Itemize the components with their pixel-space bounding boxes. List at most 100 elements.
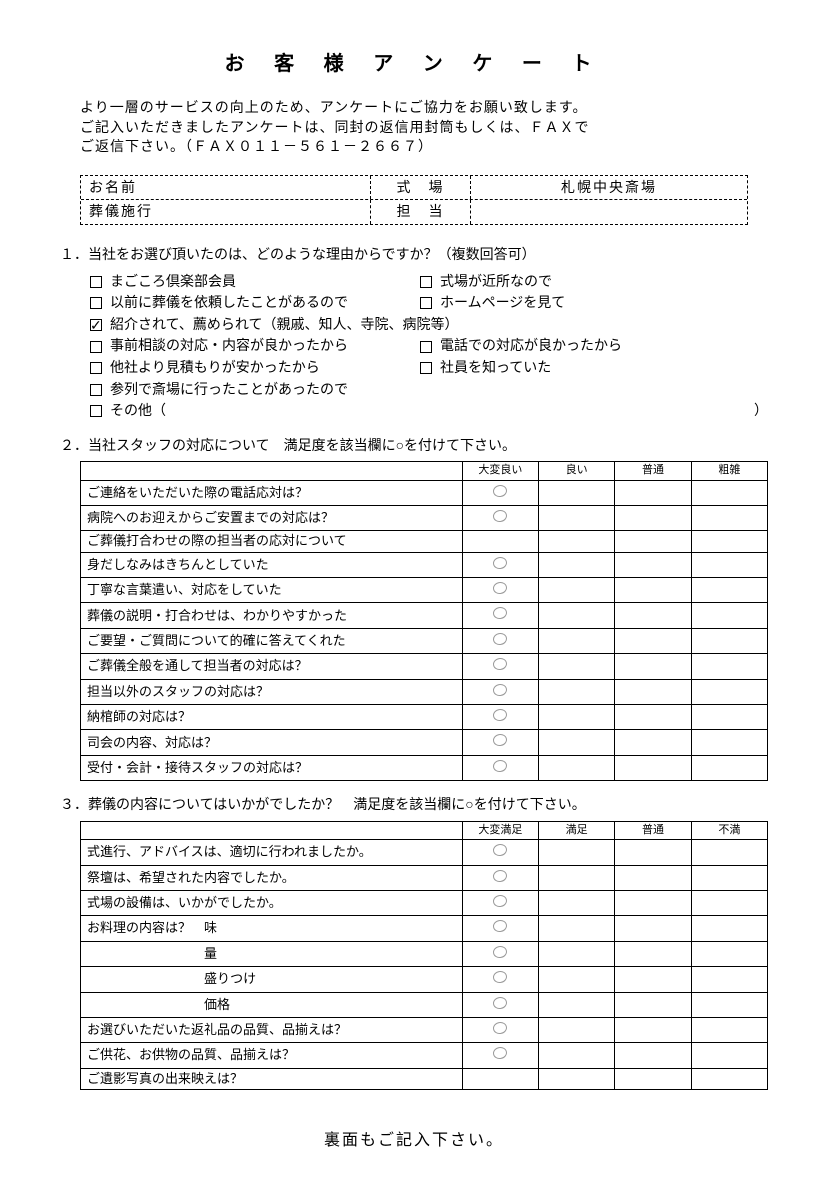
rating-cell[interactable] [615, 941, 691, 966]
rating-cell[interactable] [539, 1017, 615, 1042]
checkbox[interactable] [420, 297, 432, 309]
rating-cell[interactable] [462, 552, 538, 577]
rating-cell[interactable] [691, 916, 767, 941]
rating-cell[interactable] [691, 506, 767, 531]
checkbox[interactable] [90, 384, 102, 396]
rating-cell[interactable] [539, 840, 615, 865]
rating-cell[interactable] [615, 552, 691, 577]
rating-cell[interactable] [539, 480, 615, 505]
rating-cell[interactable] [615, 967, 691, 992]
rating-cell[interactable] [462, 840, 538, 865]
rating-cell[interactable] [691, 992, 767, 1017]
rating-cell[interactable] [615, 992, 691, 1017]
rating-cell[interactable] [462, 865, 538, 890]
rating-cell[interactable] [615, 628, 691, 653]
rating-cell[interactable] [462, 941, 538, 966]
rating-cell[interactable] [539, 531, 615, 552]
rating-cell[interactable] [691, 967, 767, 992]
rating-cell[interactable] [539, 1068, 615, 1089]
checkbox[interactable] [90, 341, 102, 353]
checkbox[interactable] [420, 341, 432, 353]
rating-cell[interactable] [539, 730, 615, 755]
rating-cell[interactable] [462, 480, 538, 505]
rating-cell[interactable] [691, 578, 767, 603]
rating-cell[interactable] [615, 1043, 691, 1068]
rating-cell[interactable] [691, 1017, 767, 1042]
rating-cell[interactable] [615, 840, 691, 865]
rating-cell[interactable] [615, 755, 691, 780]
rating-cell[interactable] [539, 1043, 615, 1068]
rating-cell[interactable] [539, 578, 615, 603]
rating-cell[interactable] [462, 705, 538, 730]
rating-cell[interactable] [539, 755, 615, 780]
rating-cell[interactable] [462, 531, 538, 552]
rating-cell[interactable] [539, 865, 615, 890]
rating-cell[interactable] [462, 1017, 538, 1042]
rating-cell[interactable] [539, 654, 615, 679]
rating-cell[interactable] [615, 730, 691, 755]
checkbox[interactable] [420, 276, 432, 288]
rating-cell[interactable] [691, 840, 767, 865]
rating-cell[interactable] [615, 890, 691, 915]
rating-cell[interactable] [462, 730, 538, 755]
checkbox[interactable] [90, 276, 102, 288]
rating-cell[interactable] [691, 1068, 767, 1089]
rating-cell[interactable] [615, 480, 691, 505]
checkbox[interactable] [90, 362, 102, 374]
checkbox[interactable] [90, 405, 102, 417]
rating-cell[interactable] [691, 941, 767, 966]
rating-cell[interactable] [539, 679, 615, 704]
rating-cell[interactable] [691, 890, 767, 915]
rating-cell[interactable] [462, 967, 538, 992]
rating-cell[interactable] [615, 506, 691, 531]
rating-cell[interactable] [691, 679, 767, 704]
rating-cell[interactable] [615, 603, 691, 628]
rating-cell[interactable] [539, 992, 615, 1017]
rating-cell[interactable] [462, 755, 538, 780]
rating-cell[interactable] [615, 531, 691, 552]
rating-cell[interactable] [539, 552, 615, 577]
rating-cell[interactable] [539, 705, 615, 730]
rating-cell[interactable] [691, 552, 767, 577]
rating-cell[interactable] [539, 628, 615, 653]
rating-cell[interactable] [462, 1068, 538, 1089]
rating-cell[interactable] [539, 916, 615, 941]
checkbox[interactable] [90, 297, 102, 309]
rating-cell[interactable] [539, 506, 615, 531]
rating-cell[interactable] [462, 628, 538, 653]
rating-cell[interactable] [539, 603, 615, 628]
rating-cell[interactable] [462, 578, 538, 603]
rating-cell[interactable] [691, 654, 767, 679]
rating-cell[interactable] [615, 1068, 691, 1089]
rating-cell[interactable] [615, 865, 691, 890]
rating-cell[interactable] [539, 890, 615, 915]
rating-cell[interactable] [691, 603, 767, 628]
checkbox[interactable] [90, 319, 102, 331]
checkbox[interactable] [420, 362, 432, 374]
rating-cell[interactable] [691, 755, 767, 780]
rating-cell[interactable] [615, 916, 691, 941]
rating-cell[interactable] [691, 480, 767, 505]
rating-cell[interactable] [462, 1043, 538, 1068]
rating-cell[interactable] [462, 679, 538, 704]
rating-cell[interactable] [539, 967, 615, 992]
rating-cell[interactable] [615, 1017, 691, 1042]
rating-cell[interactable] [615, 654, 691, 679]
rating-cell[interactable] [691, 730, 767, 755]
rating-cell[interactable] [691, 628, 767, 653]
rating-cell[interactable] [691, 1043, 767, 1068]
rating-cell[interactable] [462, 992, 538, 1017]
rating-cell[interactable] [691, 865, 767, 890]
rating-cell[interactable] [615, 679, 691, 704]
rating-cell[interactable] [462, 916, 538, 941]
rating-cell[interactable] [691, 705, 767, 730]
rating-cell[interactable] [615, 578, 691, 603]
rating-cell[interactable] [691, 531, 767, 552]
rating-cell[interactable] [462, 890, 538, 915]
rating-cell[interactable] [462, 654, 538, 679]
option-label: 電話での対応が良かったから [440, 337, 622, 353]
rating-cell[interactable] [539, 941, 615, 966]
rating-cell[interactable] [615, 705, 691, 730]
rating-cell[interactable] [462, 603, 538, 628]
rating-cell[interactable] [462, 506, 538, 531]
